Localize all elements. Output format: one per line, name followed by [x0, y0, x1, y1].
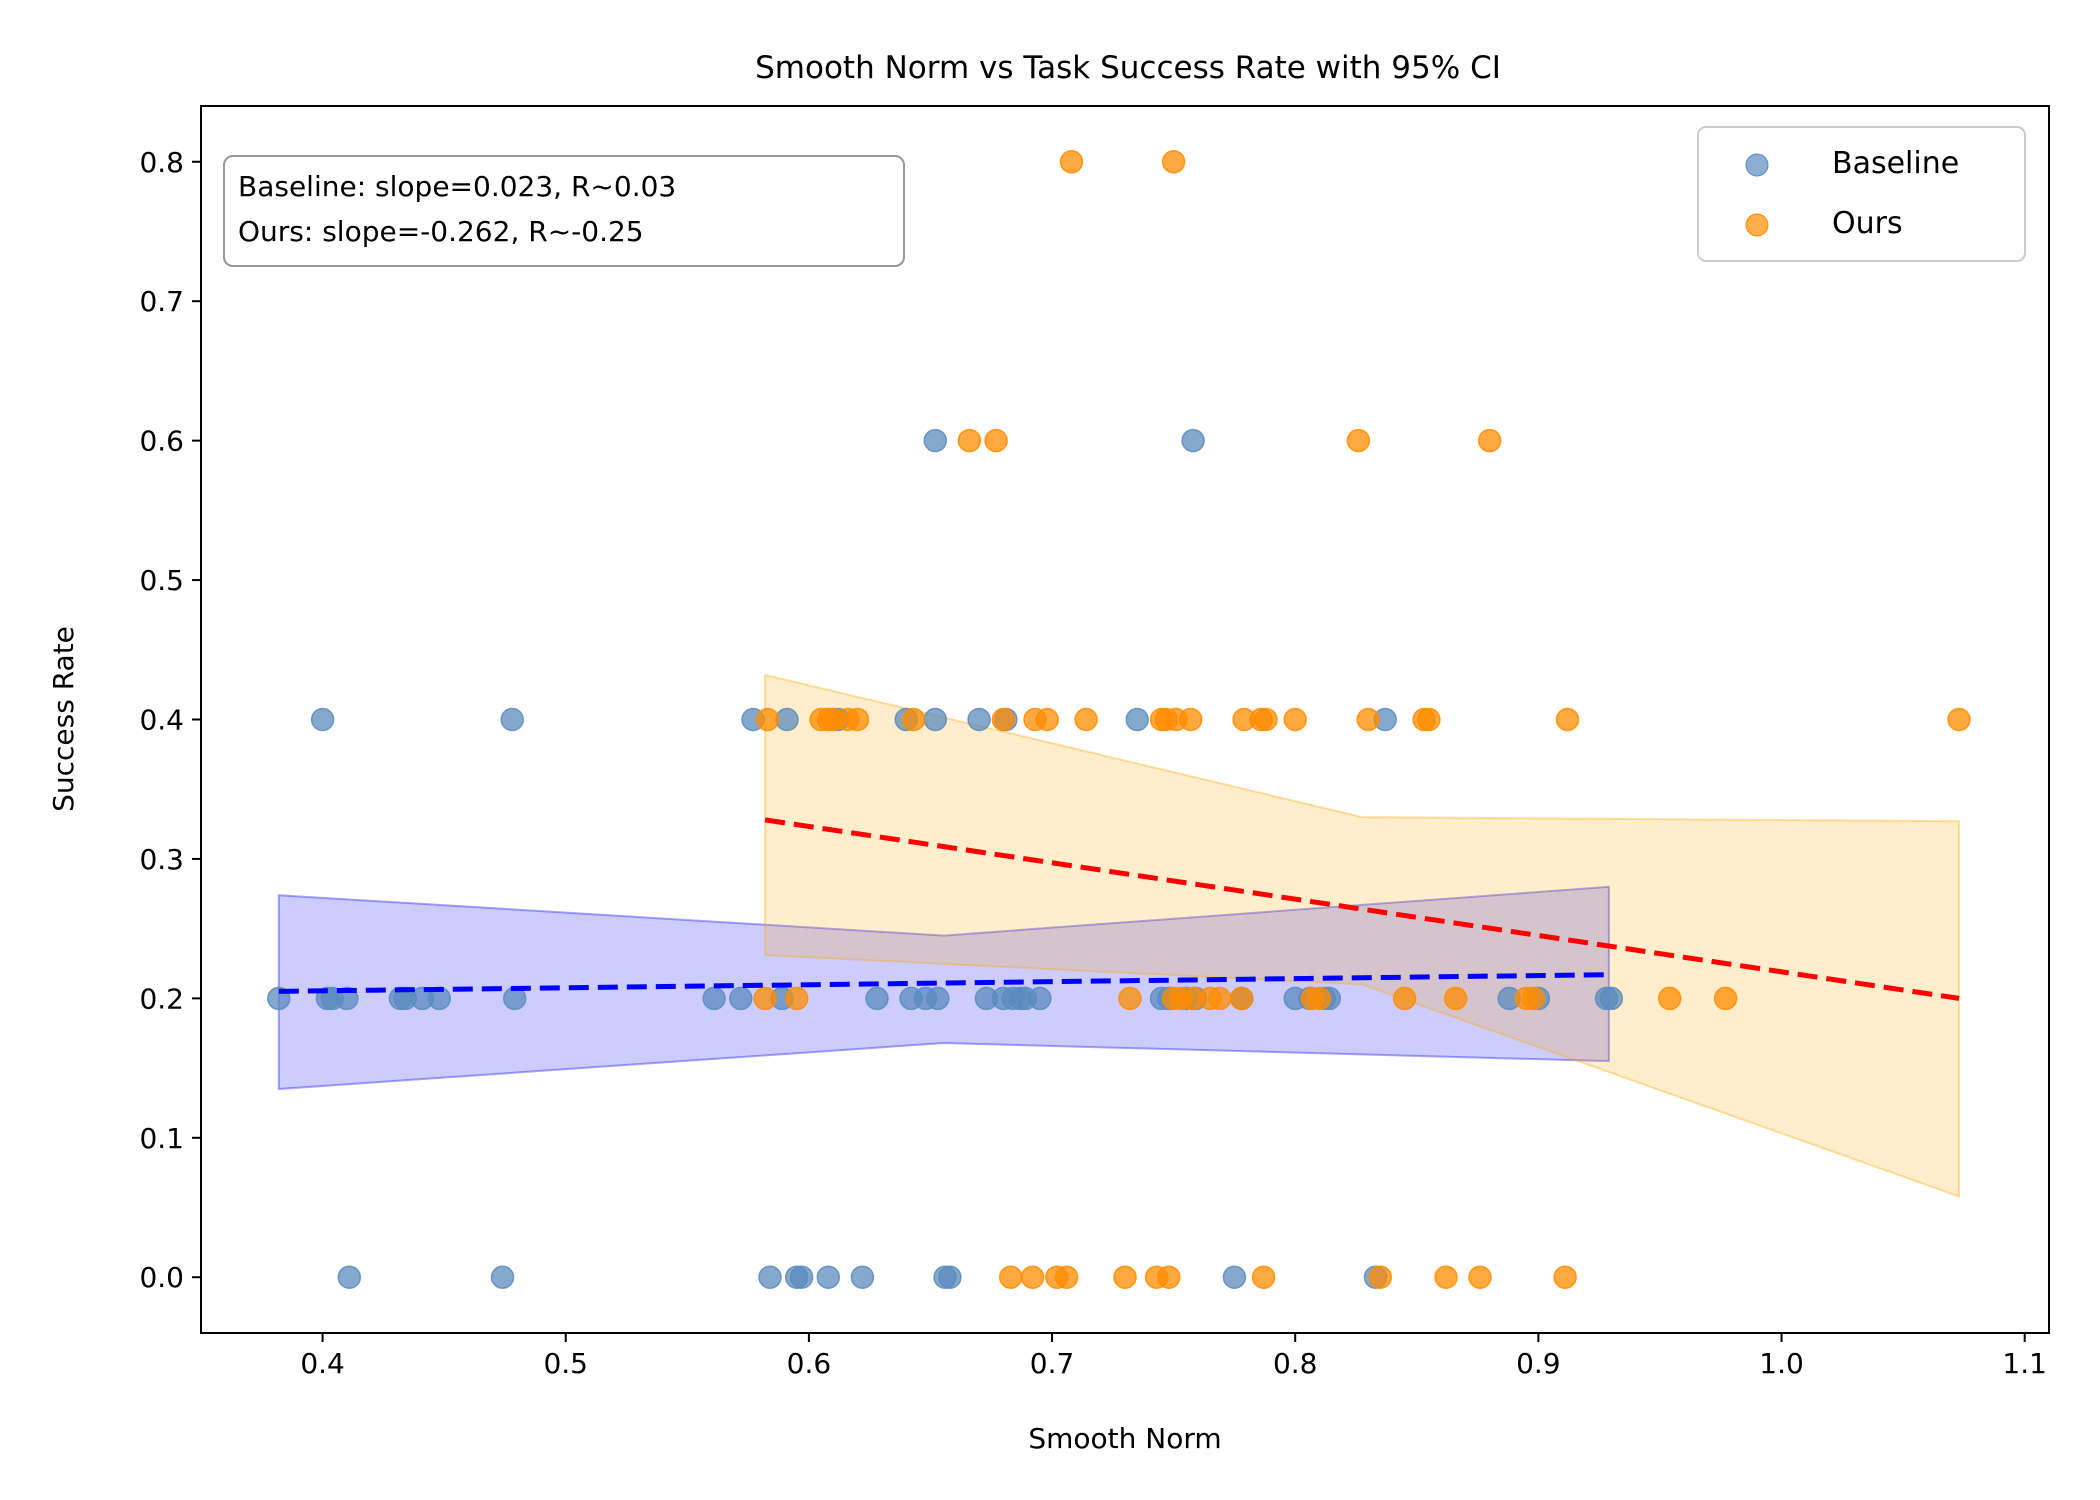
data-point-baseline — [923, 428, 948, 453]
y-tick-label: 0.2 — [139, 982, 184, 1015]
x-tick-label: 1.1 — [2002, 1347, 2047, 1380]
x-tick-label: 0.8 — [1273, 1347, 1318, 1380]
stats-annotation: Baseline: slope=0.023, R~0.03 Ours: slop… — [223, 155, 905, 267]
data-point-ours — [845, 707, 870, 732]
data-point-ours — [1283, 707, 1307, 732]
data-point-ours — [1468, 1265, 1492, 1289]
data-point-ours — [1434, 1265, 1458, 1289]
x-tick-label: 0.7 — [1030, 1347, 1075, 1380]
data-point-ours — [957, 428, 982, 453]
data-point-ours — [784, 986, 809, 1011]
data-point-ours — [1521, 986, 1546, 1011]
data-point-baseline — [789, 1265, 814, 1289]
data-point-ours — [1947, 707, 1971, 732]
legend: Baseline Ours — [1697, 126, 2026, 262]
legend-marker-ours — [1745, 213, 1769, 237]
data-point-ours — [1113, 1265, 1137, 1289]
x-axis-label: Smooth Norm — [1028, 1422, 1221, 1455]
data-point-ours — [1368, 1265, 1393, 1289]
y-tick-label: 0.7 — [139, 285, 184, 318]
data-point-baseline — [923, 707, 948, 732]
data-point-ours — [753, 986, 777, 1011]
x-tick-label: 0.5 — [543, 1347, 588, 1380]
data-point-baseline — [1125, 707, 1149, 732]
data-point-baseline — [1028, 986, 1052, 1011]
fit-line-ours — [764, 817, 1960, 1001]
data-point-ours — [991, 707, 1016, 732]
data-point-baseline — [865, 986, 889, 1011]
data-point-baseline — [967, 707, 991, 732]
data-point-ours — [1417, 707, 1441, 732]
data-point-baseline — [1181, 428, 1205, 453]
y-tick-label: 0.6 — [139, 425, 184, 458]
data-point-ours — [1346, 428, 1371, 453]
y-tick-label: 0.0 — [139, 1261, 184, 1294]
data-point-ours — [1118, 986, 1142, 1011]
data-point-baseline — [816, 1265, 841, 1289]
data-point-baseline — [490, 1265, 515, 1289]
x-tick-label: 1.0 — [1759, 1347, 1804, 1380]
fit-line-baseline — [278, 972, 1609, 994]
data-point-baseline — [938, 1265, 962, 1289]
data-point-ours — [1208, 986, 1232, 1011]
data-point-baseline — [702, 986, 726, 1011]
data-point-ours — [1356, 707, 1380, 732]
data-point-baseline — [926, 986, 950, 1011]
data-point-ours — [1074, 707, 1098, 732]
data-point-ours — [1251, 1265, 1276, 1289]
annotation-line-ours: Ours: slope=-0.262, R~-0.25 — [238, 215, 644, 248]
x-tick-label: 0.9 — [1516, 1347, 1561, 1380]
data-point-baseline — [850, 1265, 875, 1289]
data-point-baseline — [337, 1265, 362, 1289]
data-point-ours — [1443, 986, 1468, 1011]
data-point-ours — [1477, 428, 1502, 453]
data-point-ours — [1229, 986, 1254, 1011]
data-point-ours — [901, 707, 926, 732]
annotation-line-baseline: Baseline: slope=0.023, R~0.03 — [238, 170, 676, 203]
y-tick-label: 0.3 — [139, 843, 184, 876]
legend-label-ours: Ours — [1832, 206, 1903, 241]
ci-band-ours — [764, 673, 1960, 1198]
data-point-ours — [1307, 986, 1332, 1011]
data-point-ours — [1161, 150, 1186, 174]
data-point-baseline — [758, 1265, 782, 1289]
y-tick-label: 0.4 — [139, 704, 184, 737]
data-point-ours — [1254, 707, 1278, 732]
legend-label-baseline: Baseline — [1832, 146, 1959, 181]
ci-band-baseline — [277, 885, 1610, 1091]
data-point-ours — [1035, 707, 1059, 732]
data-point-ours — [1713, 986, 1738, 1011]
y-tick-label: 0.8 — [139, 146, 184, 179]
data-point-ours — [998, 1265, 1023, 1289]
data-point-ours — [1553, 1265, 1577, 1289]
y-tick-label: 0.5 — [139, 564, 184, 597]
axes: 0.4 0.5 0.6 0.7 0.8 0.9 1.0 1.1 0.0 0.1 0.2 0.3 0.4 0… — [139, 146, 2046, 1380]
annotation-box — [223, 155, 905, 267]
legend-box — [1697, 126, 2026, 262]
data-point-ours — [1059, 150, 1084, 174]
data-point-ours — [1157, 1265, 1181, 1289]
data-point-baseline — [310, 707, 335, 732]
data-point-baseline — [500, 707, 524, 732]
data-point-ours — [1020, 1265, 1045, 1289]
data-point-ours — [1392, 986, 1417, 1011]
data-point-ours — [1054, 1265, 1079, 1289]
data-point-ours — [984, 428, 1008, 453]
y-axis-label: Success Rate — [47, 626, 80, 812]
data-point-ours — [755, 707, 780, 732]
data-point-ours — [1555, 707, 1580, 732]
data-point-baseline — [1222, 1265, 1247, 1289]
chart-title: Smooth Norm vs Task Success Rate with 95… — [755, 50, 1501, 86]
data-point-baseline — [1599, 986, 1624, 1011]
x-tick-label: 0.6 — [787, 1347, 832, 1380]
data-point-ours — [1657, 986, 1682, 1011]
y-tick-label: 0.1 — [139, 1122, 184, 1155]
data-point-ours — [1178, 707, 1203, 732]
x-tick-label: 0.4 — [300, 1347, 345, 1380]
data-point-baseline — [729, 986, 753, 1011]
plot-area — [267, 150, 1971, 1289]
legend-marker-baseline — [1745, 153, 1769, 177]
